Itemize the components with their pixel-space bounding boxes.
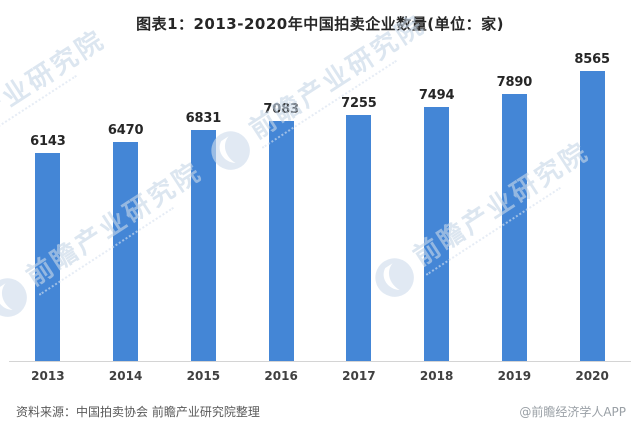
bar-2017 (346, 115, 372, 361)
bar-2015 (190, 130, 216, 361)
bar-2014 (113, 142, 139, 361)
bar-column-2019: 7890 (476, 75, 554, 361)
bar-value-label: 7083 (263, 102, 299, 117)
x-tick-2013: 2013 (31, 369, 65, 383)
x-axis-labels: 2013 2014 2015 2016 2017 2018 2019 2020 (9, 362, 631, 383)
bar-value-label: 6143 (30, 134, 66, 149)
bar-value-label: 8565 (574, 52, 610, 67)
bar-value-label: 6831 (185, 111, 222, 126)
bar-2018 (424, 107, 450, 361)
bar-value-label: 7890 (496, 75, 533, 90)
bar-column-2018: 7494 (398, 88, 476, 361)
x-tick-2020: 2020 (575, 369, 609, 383)
data-source-text: 资料来源：中国拍卖协会 前瞻产业研究院整理 (16, 405, 260, 419)
footer: 资料来源：中国拍卖协会 前瞻产业研究院整理 @前瞻经济学人APP (16, 403, 626, 420)
bar-value-label: 7494 (418, 88, 455, 103)
bar-column-2015: 6831 (165, 111, 243, 361)
bar-2016 (268, 121, 294, 361)
bar-column-2014: 6470 (87, 123, 165, 361)
x-tick-2019: 2019 (497, 369, 532, 383)
bar-2020 (579, 71, 605, 361)
x-tick-2016: 2016 (264, 369, 298, 383)
plot-area: 6143 6470 6831 7083 7255 7494 7890 8565 (9, 51, 631, 362)
bar-column-2020: 8565 (553, 52, 631, 361)
chart-title: 图表1：2013-2020年中国拍卖企业数量(单位：家) (136, 15, 504, 33)
x-tick-2017: 2017 (342, 369, 376, 383)
bar-value-label: 6470 (107, 123, 144, 138)
bar-column-2016: 7083 (242, 102, 320, 361)
x-tick-2018: 2018 (419, 369, 454, 383)
bar-column-2013: 6143 (9, 134, 87, 361)
x-tick-2014: 2014 (108, 369, 143, 383)
bar-value-label: 7255 (341, 96, 377, 111)
bar-2019 (501, 94, 527, 361)
bar-column-2017: 7255 (320, 96, 398, 361)
bar-2013 (35, 153, 61, 361)
credit-text: @前瞻经济学人APP (519, 405, 626, 419)
x-tick-2015: 2015 (186, 369, 221, 383)
